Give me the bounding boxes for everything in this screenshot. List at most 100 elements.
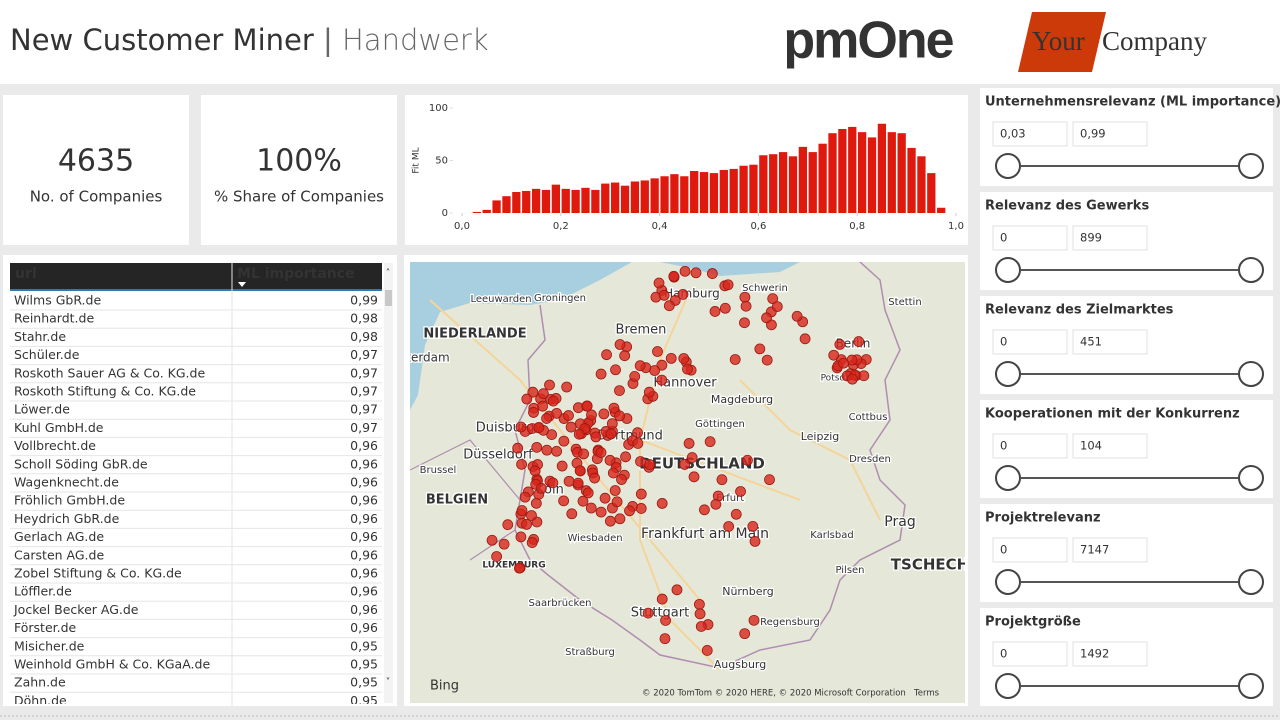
logo-your: Your: [1032, 26, 1085, 56]
map-dot: [644, 459, 656, 470]
map-dot: [595, 506, 607, 518]
map-dot: [719, 302, 731, 314]
map-dot: [834, 338, 846, 350]
cell-importance: 0,96: [350, 511, 378, 526]
map-dot: [678, 353, 690, 364]
map-dot: [660, 615, 671, 626]
map-dot: [739, 628, 751, 640]
cell-url: Döhn.de: [14, 693, 67, 708]
bar: [937, 207, 946, 213]
map-dot: [686, 452, 698, 463]
cell-url: Reinhardt.de: [14, 311, 94, 326]
cell-importance: 0,95: [350, 675, 378, 690]
filter-title: Unternehmensrelevanz (ML importance): [985, 95, 1280, 110]
map-dot: [695, 621, 707, 632]
bar: [502, 196, 511, 213]
slider-handle[interactable]: [1238, 569, 1264, 595]
cell-url: Roskoth Sauer AG & Co. KG.de: [14, 365, 205, 380]
map-dot: [629, 370, 641, 382]
map-terms: Terms: [913, 689, 940, 699]
map: Hamburg SchwerinBremenNIEDERLANDEBerlinHa…: [410, 262, 965, 703]
map-label: DEUTSCHLAND: [639, 455, 765, 473]
map-dot: [634, 360, 646, 372]
cell-url: Schüler.de: [14, 347, 80, 362]
map-dot: [767, 293, 779, 305]
map-dot: [533, 422, 545, 433]
map-dot: [561, 381, 573, 393]
panel: [201, 95, 397, 245]
map-dot: [606, 418, 618, 430]
map-attribution: © 2020 TomTom © 2020 HERE, © 2020 Micros…: [642, 689, 906, 699]
map-dot: [538, 388, 549, 400]
slider-handle[interactable]: [1238, 465, 1264, 491]
cell-importance: 0,98: [350, 329, 378, 344]
map-label: Dresden: [849, 454, 891, 465]
map-dot: [742, 454, 753, 466]
bar: [848, 126, 857, 213]
subtitle: Handwerk: [342, 23, 489, 57]
cell-url: Kuhl GmbH.de: [14, 420, 104, 435]
scrollbar-thumb: [385, 290, 392, 306]
cell-url: Weinhold GmbH & Co. KGaA.de: [14, 657, 210, 672]
scroll-up: ˄: [386, 269, 391, 279]
bar: [828, 133, 837, 213]
slider-handle[interactable]: [1238, 361, 1264, 387]
x-tick-label: 0,4: [652, 221, 668, 232]
map-dot: [598, 408, 610, 420]
map-dot: [609, 485, 621, 496]
bar: [512, 192, 521, 213]
map-dot: [529, 465, 541, 477]
cell-url: Stahr.de: [14, 329, 66, 344]
bar: [690, 171, 699, 213]
cell-url: Misicher.de: [14, 638, 85, 653]
bar: [769, 154, 778, 213]
map-label: LUXEMBURG: [482, 561, 545, 571]
map-label: Schwerin: [742, 283, 788, 294]
map-dot: [656, 374, 668, 386]
map-dot: [616, 474, 627, 485]
card-label: % Share of Companies: [214, 188, 384, 206]
slider-handle[interactable]: [1238, 673, 1264, 699]
filter-input-value: 0,99: [1080, 127, 1106, 141]
filter-input-value: 7147: [1080, 543, 1109, 557]
map-dot: [526, 510, 537, 521]
filter-input: [992, 537, 1068, 563]
cell-url: Jockel Becker AG.de: [13, 602, 139, 617]
map-dot: [649, 365, 661, 376]
cell-url: Löffler.de: [14, 584, 72, 599]
map-dot: [577, 495, 589, 507]
map-label: Straßburg: [565, 647, 615, 658]
slider-handle[interactable]: [1238, 257, 1264, 283]
filter-input: [992, 329, 1068, 355]
panel: [3, 255, 397, 706]
cell-url: Scholl Söding GbR.de: [14, 456, 148, 471]
bar: [877, 123, 887, 213]
filter-input-value: 0,03: [1000, 127, 1026, 141]
map-dot: [521, 393, 533, 405]
map-dot: [528, 407, 539, 418]
map-dot: [521, 519, 532, 530]
cell-importance: 0,97: [350, 347, 378, 362]
map-dot: [722, 279, 734, 291]
slider-handle[interactable]: [1238, 153, 1264, 179]
slider-handle[interactable]: [995, 153, 1021, 179]
slider-handle[interactable]: [995, 569, 1021, 595]
filter-input-value: 0: [1000, 543, 1007, 557]
slider-handle[interactable]: [995, 361, 1021, 387]
slider-handle[interactable]: [995, 257, 1021, 283]
cell-importance: 0,96: [350, 529, 378, 544]
cell-importance: 0,95: [350, 657, 378, 672]
map-dot: [604, 515, 616, 527]
slider-handle[interactable]: [995, 673, 1021, 699]
cell-importance: 0,97: [350, 365, 378, 380]
logo-pmone: pmOne: [783, 12, 953, 70]
bar: [867, 137, 877, 213]
title-main: New Customer Miner: [10, 23, 314, 57]
map-label: Groningen: [534, 293, 586, 304]
bar: [630, 181, 640, 213]
map-dot: [566, 508, 578, 520]
map-dot: [563, 410, 574, 421]
map-label: Bremen: [616, 323, 667, 338]
land: [410, 262, 965, 703]
slider-handle[interactable]: [995, 465, 1021, 491]
